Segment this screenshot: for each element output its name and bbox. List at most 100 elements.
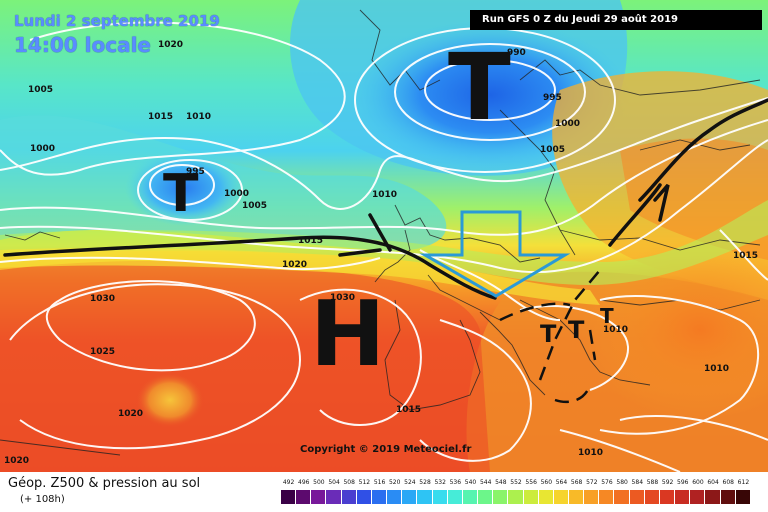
scale-swatch (675, 490, 691, 504)
scale-swatch (341, 490, 357, 504)
model-run-info: Run GFS 0 Z du Jeudi 29 août 2019 (470, 10, 762, 30)
scale-swatch (296, 490, 312, 504)
isobar-label: 1010 (186, 112, 211, 122)
scale-label: 580 (616, 479, 628, 486)
scale-label: 592 (661, 479, 674, 486)
scale-label: 500 (313, 479, 325, 486)
scale-swatch (432, 490, 448, 504)
troughs (499, 269, 601, 404)
copyright-notice: Copyright © 2019 Meteociel.fr (300, 444, 472, 455)
low-pressure-center-mediterranean-2: T (568, 316, 585, 344)
scale-swatch (690, 490, 706, 504)
scale-swatch (614, 490, 630, 504)
scale-swatch (478, 490, 494, 504)
scale-label: 532 (434, 479, 446, 486)
isobar-label: 1015 (298, 236, 323, 246)
scale-label: 576 (601, 479, 613, 486)
scale-label: 548 (495, 479, 507, 486)
scale-swatch (523, 490, 539, 504)
scale-label: 568 (570, 479, 583, 486)
fronts (3, 98, 768, 300)
scale-swatch (553, 490, 569, 504)
isobar-label: 1000 (30, 144, 55, 154)
scale-label: 608 (722, 479, 734, 486)
isobar-label: 1020 (282, 260, 307, 270)
scale-label: 492 (282, 479, 295, 486)
scale-label: 516 (373, 479, 386, 486)
movement-arrow (419, 210, 571, 298)
scale-swatch (735, 490, 751, 504)
scale-swatch (447, 490, 463, 504)
isobar-label: 1005 (242, 201, 267, 211)
isobar-label: 995 (543, 93, 562, 103)
scale-swatch (538, 490, 554, 504)
scale-swatch (720, 490, 736, 504)
low-pressure-center-west: T (163, 164, 199, 224)
isobar-label: 1030 (330, 293, 355, 303)
scale-swatch (281, 490, 297, 504)
scale-swatch (584, 490, 600, 504)
isobar-label: 1000 (224, 189, 249, 199)
scale-label: 496 (298, 479, 310, 486)
scale-swatch (568, 490, 585, 504)
scale-label: 556 (525, 479, 537, 486)
scale-label: 528 (419, 479, 431, 486)
scale-label: 504 (328, 479, 340, 486)
map-background: 1020 1005 1015 1010 1000 995 1000 1005 990 995 100… (0, 0, 768, 472)
high-pressure-center: H (310, 282, 386, 387)
isobar-label: 1015 (148, 112, 173, 122)
legend-title: Géop. Z500 & pression au sol (8, 476, 201, 491)
forecast-lead-time: (+ 108h) (20, 494, 65, 505)
isobar-label: 1020 (158, 40, 183, 50)
scale-swatch (417, 490, 433, 504)
legend-bar: Géop. Z500 & pression au sol (+ 108h) 49… (0, 472, 768, 512)
scale-swatch (311, 490, 327, 504)
isobar-label: 1015 (733, 251, 758, 261)
scale-swatch (462, 490, 479, 504)
scale-label: 512 (358, 479, 371, 486)
scale-label: 564 (555, 479, 568, 486)
scale-label: 520 (388, 479, 401, 486)
isobar-labels: 1020 1005 1015 1010 1000 995 1000 1005 990 995 100… (4, 40, 758, 466)
isobar-label: 1010 (372, 190, 397, 200)
scale-swatch (326, 490, 342, 504)
scale-swatch (356, 490, 372, 504)
scale-swatch (493, 490, 509, 504)
scale-label: 536 (449, 479, 462, 486)
scale-swatch (629, 490, 645, 504)
forecast-local-time: 14:00 locale (14, 33, 151, 57)
isobar-label: 1030 (90, 294, 115, 304)
isobar-label: 1025 (90, 347, 115, 357)
scale-swatch (387, 490, 403, 504)
forecast-date: Lundi 2 septembre 2019 (14, 12, 220, 30)
scale-label: 560 (540, 479, 553, 486)
isobars (0, 21, 768, 472)
scale-label: 604 (707, 479, 719, 486)
scale-label: 584 (631, 479, 644, 486)
isobar-label: 1005 (28, 85, 53, 95)
isobar-label: 1010 (704, 364, 729, 374)
isobar-label: 1010 (578, 448, 603, 458)
scale-label: 600 (692, 479, 704, 486)
scale-swatch (371, 490, 388, 504)
scale-label: 540 (464, 479, 477, 486)
color-scale-labels: 492 496 500 504 508 512 516 520 524 528 532 536 540 5… (281, 479, 751, 488)
color-scale (281, 490, 751, 504)
scale-swatch (508, 490, 524, 504)
low-pressure-center-north: T (448, 34, 511, 141)
scale-label: 572 (586, 479, 598, 486)
scale-label: 544 (479, 479, 492, 486)
low-pressure-center-mediterranean-3: T (600, 304, 614, 328)
scale-swatch (659, 490, 676, 504)
scale-label: 524 (404, 479, 416, 486)
scale-label: 552 (510, 479, 522, 486)
scale-label: 612 (737, 479, 750, 486)
isobar-label: 990 (507, 48, 526, 58)
isobar-label: 1020 (118, 409, 143, 419)
isobar-label: 1020 (4, 456, 29, 466)
isobar-label: 995 (186, 167, 205, 177)
scale-label: 596 (677, 479, 689, 486)
isobar-label: 1015 (396, 405, 421, 415)
scale-label: 588 (646, 479, 659, 486)
scale-swatch (644, 490, 660, 504)
